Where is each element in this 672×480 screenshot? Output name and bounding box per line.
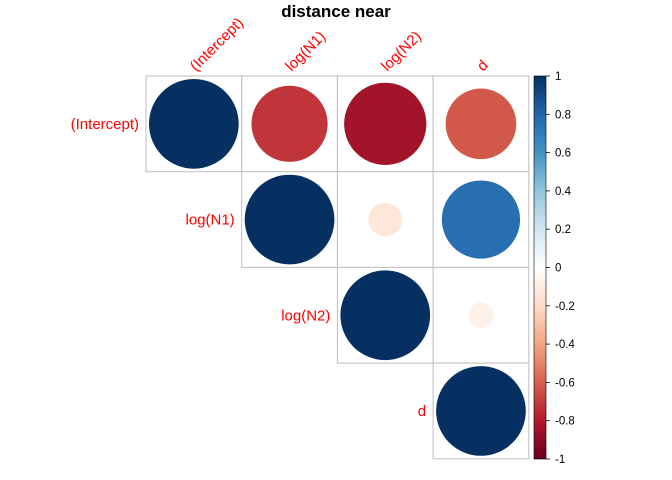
corr-circle-0-3: [445, 88, 517, 160]
corr-circle-1-1: [244, 174, 335, 265]
row-label: log(N1): [186, 212, 235, 229]
corr-circle-0-1: [251, 85, 328, 162]
column-label: log(N2): [378, 28, 425, 75]
corr-circle-0-0: [149, 79, 239, 169]
colorbar-tick-label: 0.4: [555, 186, 572, 198]
colorbar-tick-label: 0.6: [555, 148, 571, 160]
row-label: log(N2): [281, 307, 330, 324]
row-label: d: [418, 403, 426, 420]
chart-title: distance near: [281, 2, 391, 21]
corr-circle-1-3: [441, 180, 521, 259]
colorbar-tick-label: -0.4: [555, 339, 575, 351]
colorbar-tick-label: -0.8: [555, 416, 575, 428]
correlation-cells: [145, 75, 530, 460]
colorbar-tick-label: -0.6: [555, 377, 575, 389]
colorbar-tick-label: 1: [555, 71, 561, 83]
column-label: d: [474, 57, 492, 75]
colorbar-gradient: [533, 75, 547, 460]
corr-circle-0-2: [344, 82, 427, 165]
column-label: (Intercept): [187, 14, 247, 74]
corr-circle-3-3: [436, 366, 526, 456]
corr-circle-2-3: [468, 302, 494, 328]
colorbar-tick-label: 0.2: [555, 224, 571, 236]
corr-circle-2-2: [340, 270, 431, 361]
colorbar-tick-label: 0.8: [555, 109, 571, 121]
color-legend: 1 0.8 0.6 0.4 0.2 0 -0.2 -0.4 -0.6 -0.8 -1: [533, 71, 575, 466]
column-label: log(N1): [282, 28, 329, 75]
colorbar-tick-label: 0: [555, 263, 561, 275]
colorbar-tick-label: -0.2: [555, 301, 575, 313]
row-label: (Intercept): [71, 116, 139, 133]
row-labels: (Intercept) log(N1) log(N2) d: [71, 116, 426, 420]
colorbar-tick-label: -1: [555, 454, 565, 466]
column-labels: (Intercept) log(N1) log(N2) d: [187, 14, 492, 74]
corr-circle-1-2: [368, 202, 403, 237]
